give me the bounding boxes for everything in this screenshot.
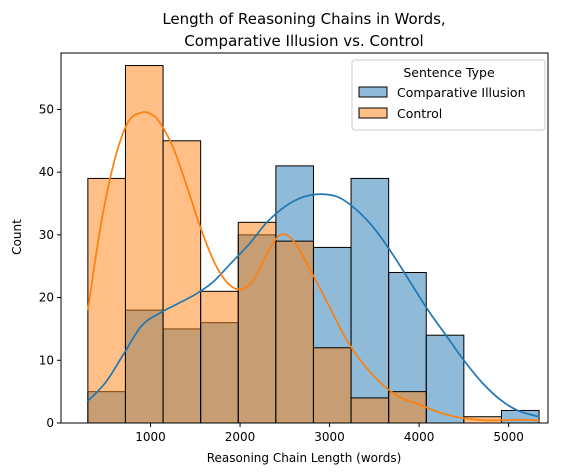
ticks-layer: 1000 2000 3000 4000 5000 0 10 20 30 40 50 [39, 102, 524, 444]
legend-title: Sentence Type [403, 65, 495, 80]
y-tick-label-10: 10 [39, 353, 54, 367]
bar-control-bin-6 [312, 347, 352, 424]
legend-frame [351, 59, 546, 131]
x-tick-label-5000: 5000 [493, 430, 524, 444]
y-tick-label-20: 20 [39, 291, 54, 305]
x-tick-label-4000: 4000 [404, 430, 435, 444]
legend-label-comparative-illusion: Comparative Illusion [397, 85, 526, 100]
legend-swatch-comparative-illusion [358, 86, 388, 98]
bar-control-bin-3 [200, 290, 239, 424]
legend: Sentence Type Comparative Illusion Contr… [351, 59, 546, 131]
bar-control-bin-1 [124, 65, 164, 424]
legend-label-control: Control [397, 106, 442, 121]
bar-control-bin-0 [87, 177, 126, 424]
chart-title-line-1: Length of Reasoning Chains in Words, [162, 10, 445, 28]
bar-comparative-illusion-bin-9 [425, 334, 465, 424]
bar-control-bin-7 [350, 397, 390, 424]
x-axis-label: Reasoning Chain Length (words) [207, 451, 402, 465]
bar-control-bin-4 [237, 221, 277, 424]
bar-comparative-illusion-bin-7 [350, 177, 390, 424]
bar-control-bin-2 [162, 140, 202, 424]
kde-line-comparative-illusion [87, 193, 540, 418]
x-tick-label-3000: 3000 [314, 430, 345, 444]
kde-line-control [87, 111, 540, 422]
x-tick-label-2000: 2000 [225, 430, 256, 444]
bar-control-bin-8 [388, 391, 427, 424]
bars-layer [87, 65, 540, 424]
y-tick-label-40: 40 [39, 165, 54, 179]
y-tick-label-30: 30 [39, 228, 54, 242]
chart-title-line-2: Comparative Illusion vs. Control [184, 32, 423, 50]
legend-swatch-control [358, 107, 388, 119]
y-tick-label-50: 50 [39, 102, 54, 116]
kde-layer [87, 111, 540, 422]
y-axis-label: Count [10, 219, 24, 255]
x-tick-label-1000: 1000 [135, 430, 166, 444]
bar-control-bin-5 [275, 240, 314, 424]
y-tick-label-0: 0 [46, 416, 54, 430]
plot-frame [60, 52, 549, 424]
